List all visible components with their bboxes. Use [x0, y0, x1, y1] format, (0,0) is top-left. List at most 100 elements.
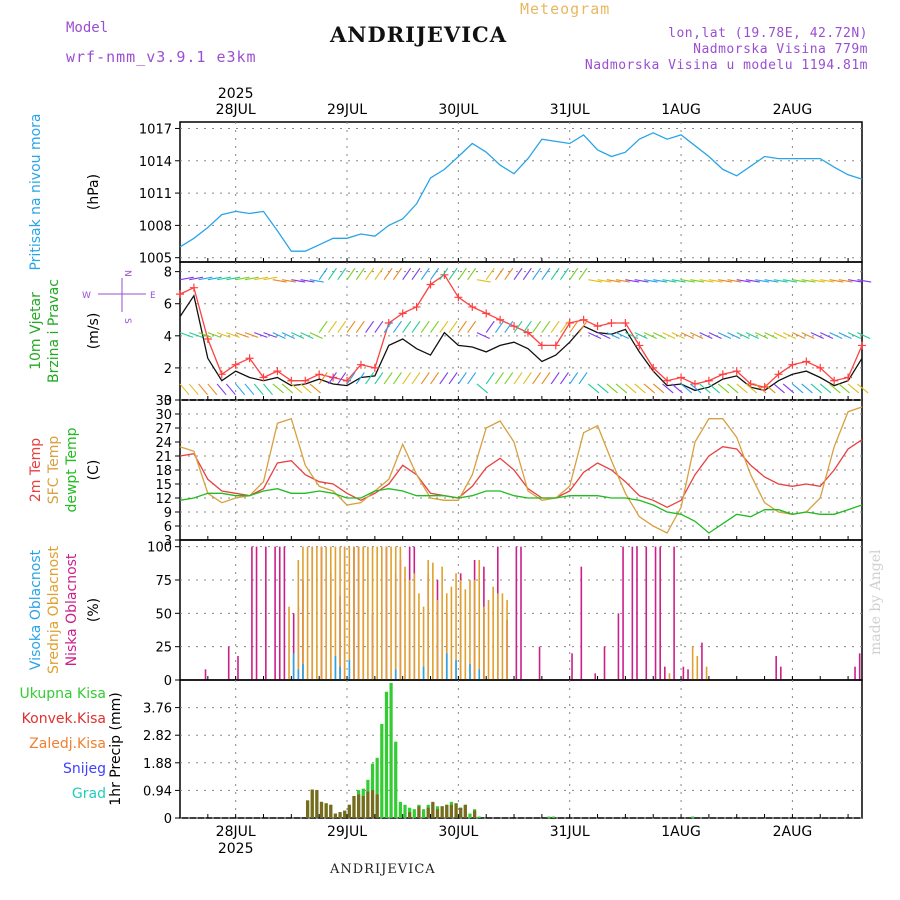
wind-direction-arrow [792, 332, 806, 340]
date-label-top: 30JUL [438, 102, 478, 118]
wind-direction-arrow [411, 267, 421, 280]
pressure-ytick-label: 1011 [139, 187, 172, 202]
wind-direction-arrow [411, 320, 421, 333]
wind-direction-arrow [522, 267, 532, 280]
wind-direction-arrow [448, 320, 458, 333]
wind-direction-arrow [625, 383, 637, 394]
wind-direction-arrow [643, 332, 657, 340]
wind-gust-marker [301, 376, 310, 385]
wind-direction-arrow [346, 372, 356, 385]
wind-direction-arrow [439, 267, 449, 280]
cloud-side-label-2: Niska Oblacnost [64, 553, 80, 666]
wind-direction-arrow [782, 332, 797, 340]
wind-direction-arrow [513, 372, 523, 385]
cloud-bar-visoka [422, 666, 425, 680]
wind-direction-arrow [820, 279, 835, 283]
precip-bar-konvek [426, 807, 430, 818]
year-label-top: 2025 [218, 86, 254, 102]
wind-direction-arrow [616, 279, 630, 283]
wind-gust-marker [802, 357, 811, 366]
wind-direction-arrow [430, 320, 440, 333]
wind-gust-marker [677, 373, 686, 382]
wind-direction-arrow [550, 267, 560, 280]
wind-direction-arrow [699, 332, 713, 340]
cloud-bar-niska [515, 546, 518, 680]
wind-direction-arrow [346, 267, 356, 280]
cloud-bar-niska [278, 546, 281, 680]
precip-bar-ukupna [468, 813, 472, 818]
wind-direction-arrow [346, 320, 356, 333]
wind-direction-arrow [383, 320, 393, 333]
precip-bar-ukupna [421, 809, 426, 818]
cloud-bar-srednja [357, 546, 360, 680]
cloud-bar-srednja [390, 546, 392, 680]
wind-direction-arrow [615, 332, 630, 340]
wind-direction-arrow [235, 332, 250, 338]
wind-direction-arrow [476, 383, 489, 394]
wind-direction-arrow [207, 276, 222, 281]
wind-direction-arrow [365, 267, 375, 280]
cloud-ytick-label: 25 [155, 641, 172, 656]
precip-bar-konvek [357, 794, 361, 818]
wind-direction-arrow [569, 267, 579, 280]
precip-bar-konvek [343, 810, 347, 818]
wind-direction-arrow [550, 372, 560, 385]
wind-direction-arrow [476, 279, 491, 283]
wind-direction-arrow [300, 279, 315, 283]
wind-direction-arrow [485, 320, 495, 333]
wind-direction-arrow [244, 332, 259, 338]
wind-direction-arrow [559, 372, 569, 385]
wind-gust-marker [510, 322, 519, 331]
wind-gust-marker [844, 373, 853, 382]
wind-direction-arrow [662, 279, 677, 283]
wind-gust-marker [287, 376, 296, 385]
wind-direction-arrow [495, 372, 504, 385]
wind-direction-arrow [699, 383, 711, 394]
pressure-side-label-0: Pritisak na nivou mora [28, 113, 44, 270]
wind-series-gust [179, 273, 863, 388]
wind-direction-arrow [680, 332, 694, 340]
wind-direction-arrow [272, 383, 284, 394]
wind-gust-marker [579, 315, 588, 324]
wind-direction-arrow [597, 332, 611, 340]
wind-direction-arrow [355, 372, 365, 385]
wind-direction-arrow [559, 320, 569, 333]
cloud-bar-niska [617, 613, 620, 680]
wind-direction-arrow [810, 383, 823, 394]
precip-bar-ukupna [551, 816, 556, 818]
wind-direction-arrow [374, 267, 384, 280]
precip-bar-konvek [366, 791, 370, 818]
wind-direction-arrow [430, 372, 440, 385]
cloud-bar-niska [659, 546, 661, 680]
cloud-bar-niska [520, 546, 522, 680]
cloud-bar-srednja [376, 546, 378, 680]
precip-bar-konvek [329, 804, 333, 818]
wind-direction-arrow [652, 383, 665, 394]
precip-bar-konvek [459, 807, 463, 818]
wind-direction-arrow [355, 267, 365, 280]
cloud-bar-niska [227, 646, 230, 680]
cloud-ylabel: (%) [86, 598, 102, 622]
precip-bar-konvek [435, 809, 440, 818]
wind-direction-arrow [718, 279, 733, 283]
wind-direction-arrow [189, 276, 204, 281]
wind-direction-arrow [606, 383, 618, 394]
wind-direction-arrow [801, 279, 816, 283]
wind-direction-arrow [727, 332, 741, 340]
wind-ytick-label: 0 [164, 394, 172, 409]
wind-direction-arrow [198, 383, 208, 396]
cloud-bar-srednja [404, 566, 406, 680]
wind-direction-arrow [263, 332, 277, 338]
wind-direction-arrow [439, 372, 449, 385]
wind-direction-arrow [430, 267, 440, 280]
wind-direction-arrow [847, 332, 862, 340]
wind-direction-arrow [643, 383, 656, 394]
wind-direction-arrow [198, 332, 212, 338]
wind-direction-arrow [708, 279, 723, 283]
cloud-bar-srednja [334, 546, 337, 680]
temperature-ytick-label: 3 [164, 534, 172, 549]
date-label-bottom: 31JUL [550, 824, 590, 840]
temperature-ytick-label: 27 [155, 422, 172, 437]
wind-ytick-label: 8 [164, 266, 172, 281]
wind-direction-arrow [690, 279, 705, 283]
